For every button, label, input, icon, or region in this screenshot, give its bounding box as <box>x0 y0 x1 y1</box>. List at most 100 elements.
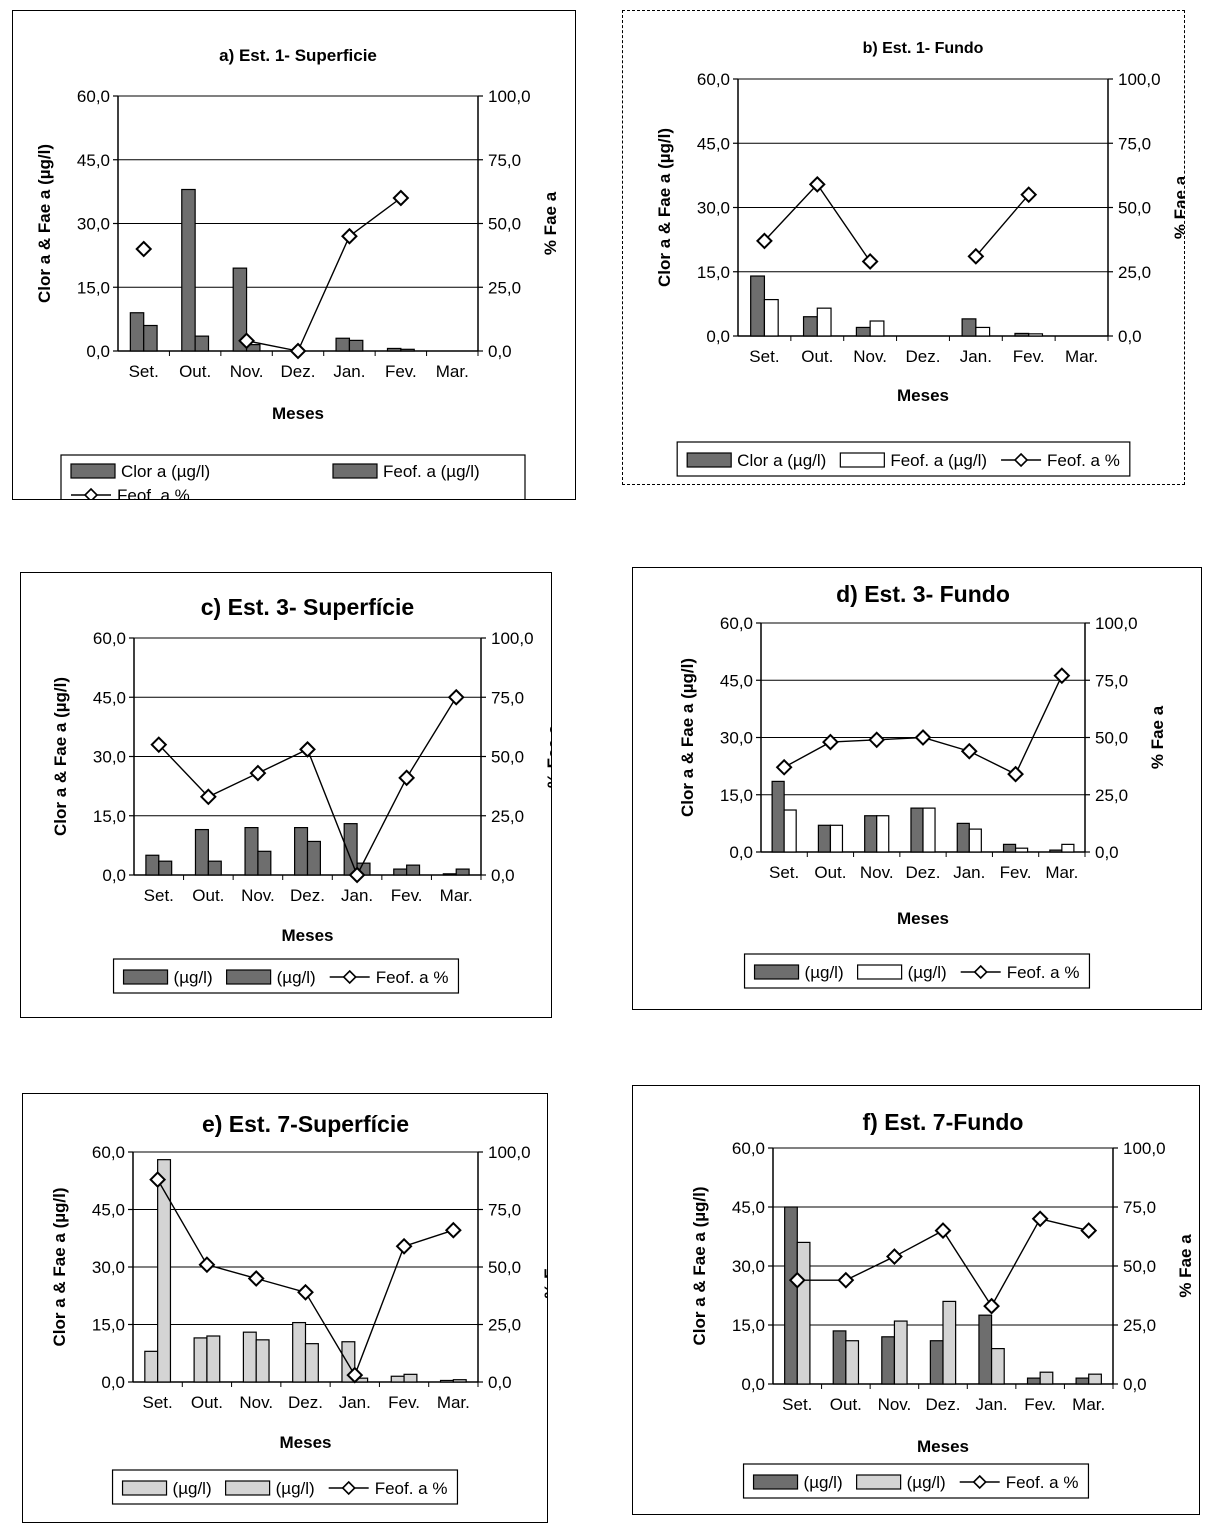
line-point <box>249 764 267 782</box>
line-point <box>983 1297 1000 1315</box>
legend-swatch <box>856 1474 902 1490</box>
legend-label: (µg/l) <box>907 1473 946 1492</box>
y-tick-label: 60,0 <box>77 87 110 106</box>
bar-1 <box>232 267 248 352</box>
legend-label: (µg/l) <box>804 1473 843 1492</box>
y2-tick-label: 25,0 <box>491 807 524 826</box>
legend: (µg/l) (µg/l) Feof. a % <box>112 958 460 994</box>
y-tick-label: 30,0 <box>732 1257 765 1276</box>
y-tick-label: 0,0 <box>741 1375 765 1394</box>
bar-2 <box>1088 1373 1102 1385</box>
line-point <box>1080 1222 1098 1240</box>
legend-marker <box>1013 452 1029 468</box>
legend-marker <box>341 1480 356 1496</box>
legend-label: (µg/l) <box>174 968 213 987</box>
bar-1 <box>1014 332 1030 337</box>
legend-label: (µg/l) <box>277 968 316 987</box>
legend-label: (µg/l) <box>805 963 844 982</box>
line-point <box>868 731 886 749</box>
x-tick-label: Nov. <box>860 863 894 882</box>
y2-axis-label: % Fae a <box>1148 705 1167 769</box>
y-tick-label: 60,0 <box>720 614 753 633</box>
bar-1 <box>956 822 970 853</box>
legend-box <box>111 1469 459 1505</box>
bar-1 <box>294 827 309 876</box>
legend-marker <box>83 487 99 499</box>
bar-2 <box>306 840 321 876</box>
line-point <box>775 758 793 776</box>
line-point <box>238 332 255 350</box>
bar-1 <box>771 780 785 853</box>
y-tick-label: 60,0 <box>92 1143 125 1162</box>
bar-2 <box>942 1300 957 1385</box>
y2-tick-label: 75,0 <box>1123 1198 1156 1217</box>
x-tick-label: Jan. <box>341 886 373 905</box>
y2-axis-label: % Fae a <box>541 191 560 255</box>
y-tick-label: 15,0 <box>732 1316 765 1335</box>
x-axis-label: Meses <box>282 926 334 945</box>
bar-2 <box>783 809 797 853</box>
x-axis-label: Meses <box>897 386 949 405</box>
y2-axis-label: % Fae a <box>544 724 551 788</box>
chart-title: c) Est. 3- Superfície <box>201 594 414 620</box>
legend-label: (µg/l) <box>908 963 947 982</box>
bar-1 <box>1026 1377 1041 1385</box>
x-tick-label: Jan. <box>960 347 992 366</box>
x-tick-label: Set. <box>144 886 174 905</box>
line-point <box>756 232 773 250</box>
y-axis-label: Clor a & Fae a (µg/l) <box>678 658 697 817</box>
legend: (µg/l) (µg/l) Feof. a % <box>743 953 1091 989</box>
line-point <box>788 1271 806 1289</box>
bar-2 <box>304 1343 319 1383</box>
y-tick-label: 45,0 <box>92 1201 125 1220</box>
bar-1 <box>242 1331 257 1383</box>
x-tick-label: Jan. <box>976 1395 1008 1414</box>
y2-tick-label: 0,0 <box>488 1373 512 1392</box>
legend-label: Feof. a % <box>1006 1473 1079 1492</box>
legend-swatch <box>225 1480 271 1496</box>
y-tick-label: 15,0 <box>697 263 730 282</box>
chart-title: f) Est. 7-Fundo <box>863 1109 1024 1135</box>
x-tick-label: Mar. <box>1065 347 1098 366</box>
x-tick-label: Out. <box>179 362 211 381</box>
line-point <box>199 788 217 806</box>
chart-panel-b: b) Est. 1- Fundo 0,0 15,0 30,0 45,0 60,0 0,0 25… <box>622 10 1185 485</box>
bar-2 <box>406 864 421 876</box>
chart-svg: b) Est. 1- Fundo 0,0 15,0 30,0 45,0 60,0 0,0 25… <box>655 40 1184 477</box>
line-point <box>1031 1210 1049 1228</box>
x-tick-label: Nov. <box>241 886 275 905</box>
bar-2 <box>194 335 210 352</box>
x-tick-label: Fev. <box>391 886 423 905</box>
line-point <box>149 1171 167 1189</box>
legend-label: (µg/l) <box>276 1479 315 1498</box>
legend-swatch <box>752 1474 799 1490</box>
chart-svg: c) Est. 3- Superfície 0,0 15,0 30,0 45,0 60,0… <box>51 594 551 994</box>
x-tick-label: Set. <box>129 362 159 381</box>
legend-swatch <box>686 452 732 468</box>
bar-1 <box>832 1330 847 1385</box>
bar-2 <box>207 860 222 876</box>
chart-title: e) Est. 7-Superfície <box>202 1111 409 1137</box>
legend-marker <box>972 1474 987 1490</box>
y2-tick-label: 25,0 <box>488 278 521 297</box>
bar-2 <box>255 1339 270 1383</box>
x-tick-label: Out. <box>830 1395 862 1414</box>
y2-tick-label: 50,0 <box>488 215 521 234</box>
y2-tick-label: 0,0 <box>488 342 512 361</box>
y2-tick-label: 0,0 <box>1118 327 1142 346</box>
x-tick-label: Mar. <box>437 1393 470 1412</box>
x-tick-label: Jan. <box>333 362 365 381</box>
y2-tick-label: 100,0 <box>1123 1139 1166 1158</box>
y-tick-label: 45,0 <box>720 671 753 690</box>
y2-tick-label: 75,0 <box>488 1201 521 1220</box>
line-point <box>341 227 358 245</box>
legend-label: Feof. a (µg/l) <box>383 462 480 481</box>
y2-tick-label: 25,0 <box>1123 1316 1156 1335</box>
bar-1 <box>817 824 832 853</box>
x-tick-label: Set. <box>749 347 779 366</box>
legend-swatch <box>839 452 885 468</box>
y-tick-label: 0,0 <box>706 327 730 346</box>
bar-2 <box>143 324 158 352</box>
legend-swatch <box>857 964 903 980</box>
line-point <box>1053 667 1071 685</box>
